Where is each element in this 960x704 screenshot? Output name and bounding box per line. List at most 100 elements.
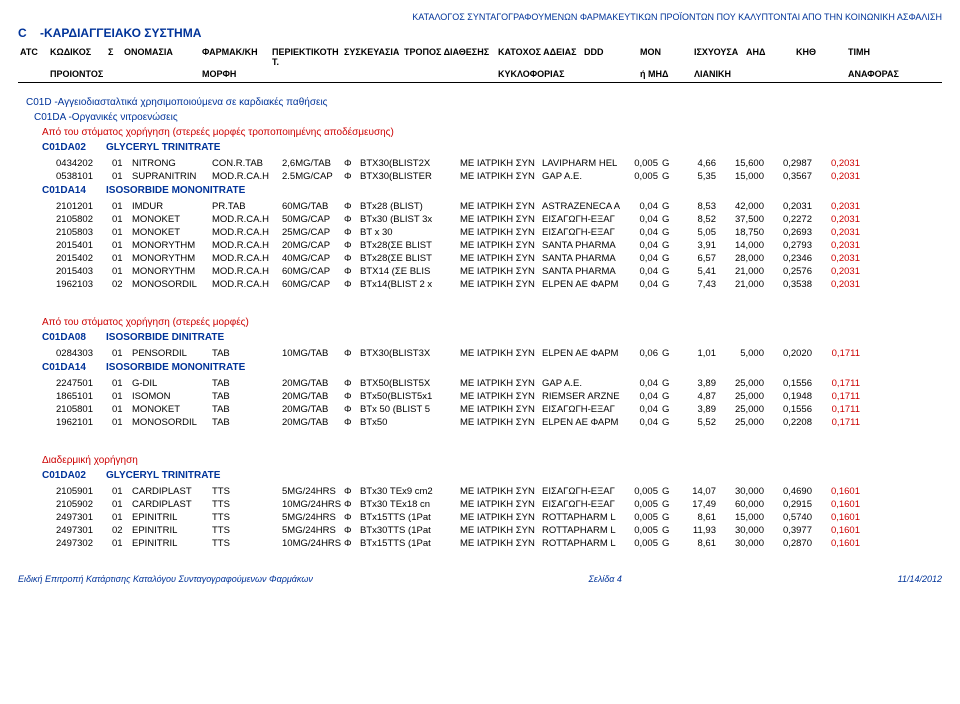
table-cell: IMDUR bbox=[130, 201, 210, 212]
group-label: GLYCERYL TRINITRATE bbox=[106, 142, 220, 153]
column-header-cell: ΟΝΟΜΑΣΙΑ bbox=[122, 46, 200, 68]
group-code: C01DA14 bbox=[42, 185, 106, 196]
table-cell: ΜΕ ΙΑΤΡΙΚΗ ΣΥΝ bbox=[458, 525, 540, 536]
table-cell: 0,04 bbox=[620, 201, 660, 212]
table-cell: SANTA PHARMA bbox=[540, 266, 620, 277]
table-cell: G bbox=[660, 240, 676, 251]
column-header-cell: ΑΗΔ bbox=[744, 46, 794, 68]
table-row: 210580301MONOKETMOD.R.CA.H25MG/CAPΦBT x … bbox=[54, 226, 942, 239]
table-cell: 2101201 bbox=[54, 201, 110, 212]
column-header-cell: ΤΙΜΗ bbox=[846, 46, 898, 68]
table-cell: G bbox=[660, 525, 676, 536]
table-cell: 0,1711 bbox=[814, 391, 862, 402]
column-header-cell: ΙΣΧΥΟΥΣΑ bbox=[692, 46, 744, 68]
table-cell: 0,3538 bbox=[766, 279, 814, 290]
table-cell: 25,000 bbox=[718, 391, 766, 402]
table-cell: 0,1711 bbox=[814, 417, 862, 428]
table-cell: BTx15TTS (1Pat bbox=[358, 538, 458, 549]
table-cell: 25,000 bbox=[718, 404, 766, 415]
column-header-cell bbox=[18, 68, 48, 80]
table-cell: G bbox=[660, 499, 676, 510]
group-label: ISOSORBIDE DINITRATE bbox=[106, 332, 224, 343]
table-cell: 01 bbox=[110, 240, 130, 251]
table-cell: CARDIPLAST bbox=[130, 486, 210, 497]
table-cell: ΜΕ ΙΑΤΡΙΚΗ ΣΥΝ bbox=[458, 499, 540, 510]
group-level-4: C01DA02GLYCERYL TRINITRATE bbox=[42, 470, 942, 481]
table-cell: EPINITRIL bbox=[130, 538, 210, 549]
table-cell: 01 bbox=[110, 512, 130, 523]
group-level-2: C01DA -Οργανικές νιτροενώσεις bbox=[34, 112, 942, 123]
table-cell: CARDIPLAST bbox=[130, 499, 210, 510]
table-cell: 2015402 bbox=[54, 253, 110, 264]
table-cell: 0,1601 bbox=[814, 538, 862, 549]
table-cell: 5MG/24HRS bbox=[280, 512, 342, 523]
table-cell: 0,2346 bbox=[766, 253, 814, 264]
table-cell: 0,04 bbox=[620, 266, 660, 277]
table-cell: 2105902 bbox=[54, 499, 110, 510]
table-cell: 15,600 bbox=[718, 158, 766, 169]
table-cell: 0,005 bbox=[620, 525, 660, 536]
section-name: -ΚΑΡΔΙΑΓΓΕΙΑΚΟ ΣΥΣΤΗΜΑ bbox=[40, 26, 201, 40]
group-code: C01DA02 bbox=[42, 142, 106, 153]
table-cell: BTX30(BLISTER bbox=[358, 171, 458, 182]
table-cell: 4,66 bbox=[676, 158, 718, 169]
table-cell: 0,005 bbox=[620, 499, 660, 510]
table-cell: ROTTAPHARM L bbox=[540, 538, 620, 549]
table-cell: 0,3567 bbox=[766, 171, 814, 182]
table-cell: 0,2031 bbox=[814, 171, 862, 182]
table-cell: 0,04 bbox=[620, 253, 660, 264]
column-header-cell bbox=[794, 68, 846, 80]
table-cell: ELPEN AE ΦΑΡΜ bbox=[540, 348, 620, 359]
table-cell: 01 bbox=[110, 348, 130, 359]
table-cell: TAB bbox=[210, 417, 280, 428]
table-cell: MOD.R.CA.H bbox=[210, 240, 280, 251]
table-cell: Φ bbox=[342, 391, 358, 402]
table-row: 210120101IMDURPR.TAB60MG/TABΦBTx28 (BLIS… bbox=[54, 200, 942, 213]
table-row: 210580101MONOKETTAB20MG/TABΦBTx 50 (BLIS… bbox=[54, 403, 942, 416]
table-cell: Φ bbox=[342, 201, 358, 212]
table-cell: 2497301 bbox=[54, 525, 110, 536]
table-cell: 8,53 bbox=[676, 201, 718, 212]
column-header-cell: ΦΑΡΜΑΚ/ΚΗ bbox=[200, 46, 270, 68]
column-header-row-2: ΠΡΟΙΟΝΤΟΣΜΟΡΦΗΚΥΚΛΟΦΟΡΙΑΣή ΜΗΔΛΙΑΝΙΚΗΑΝΑ… bbox=[18, 68, 942, 83]
group-label: ISOSORBIDE MONONITRATE bbox=[106, 362, 245, 373]
table-cell: CON.R.TAB bbox=[210, 158, 280, 169]
table-cell: GAP A.E. bbox=[540, 171, 620, 182]
table-cell: 0,04 bbox=[620, 227, 660, 238]
table-cell: 5,05 bbox=[676, 227, 718, 238]
table-cell: 2015401 bbox=[54, 240, 110, 251]
table-cell: 0,2793 bbox=[766, 240, 814, 251]
table-row: 249730201EPINITRILTTS10MG/24HRSΦBTx15TTS… bbox=[54, 537, 942, 550]
table-cell: 10MG/24HRS bbox=[280, 538, 342, 549]
table-cell: 01 bbox=[110, 201, 130, 212]
table-cell: MOD.R.CA.H bbox=[210, 253, 280, 264]
table-cell: 2247501 bbox=[54, 378, 110, 389]
table-cell: BTx30 (BLIST 3x bbox=[358, 214, 458, 225]
table-cell: 5,41 bbox=[676, 266, 718, 277]
group-code: C01DA08 bbox=[42, 332, 106, 343]
table-cell: MONOKET bbox=[130, 404, 210, 415]
group-level-3: Διαδερμική χορήγηση bbox=[42, 455, 942, 466]
table-cell: SUPRANITRIN bbox=[130, 171, 210, 182]
table-cell: MOD.R.CA.H bbox=[210, 266, 280, 277]
footer-right: 11/14/2012 bbox=[898, 574, 942, 584]
table-cell: TTS bbox=[210, 486, 280, 497]
table-cell: 8,61 bbox=[676, 538, 718, 549]
table-cell: 01 bbox=[110, 404, 130, 415]
table-cell: 0,1556 bbox=[766, 404, 814, 415]
table-cell: ΜΕ ΙΑΤΡΙΚΗ ΣΥΝ bbox=[458, 279, 540, 290]
table-cell: ΜΕ ΙΑΤΡΙΚΗ ΣΥΝ bbox=[458, 227, 540, 238]
table-cell: ROTTAPHARM L bbox=[540, 525, 620, 536]
table-cell: BTx28 (BLIST) bbox=[358, 201, 458, 212]
table-cell: Φ bbox=[342, 348, 358, 359]
table-cell: G bbox=[660, 538, 676, 549]
table-cell: ΕΙΣΑΓΩΓΗ-ΕΞΑΓ bbox=[540, 404, 620, 415]
table-row: 201540101MONORYTHMMOD.R.CA.H20MG/CAPΦBTx… bbox=[54, 239, 942, 252]
table-cell: 50MG/CAP bbox=[280, 214, 342, 225]
table-cell: 21,000 bbox=[718, 266, 766, 277]
table-cell: 0,005 bbox=[620, 158, 660, 169]
table-cell: 0,2031 bbox=[766, 201, 814, 212]
table-cell: G bbox=[660, 158, 676, 169]
table-cell: 0,1711 bbox=[814, 348, 862, 359]
table-cell: ΜΕ ΙΑΤΡΙΚΗ ΣΥΝ bbox=[458, 486, 540, 497]
